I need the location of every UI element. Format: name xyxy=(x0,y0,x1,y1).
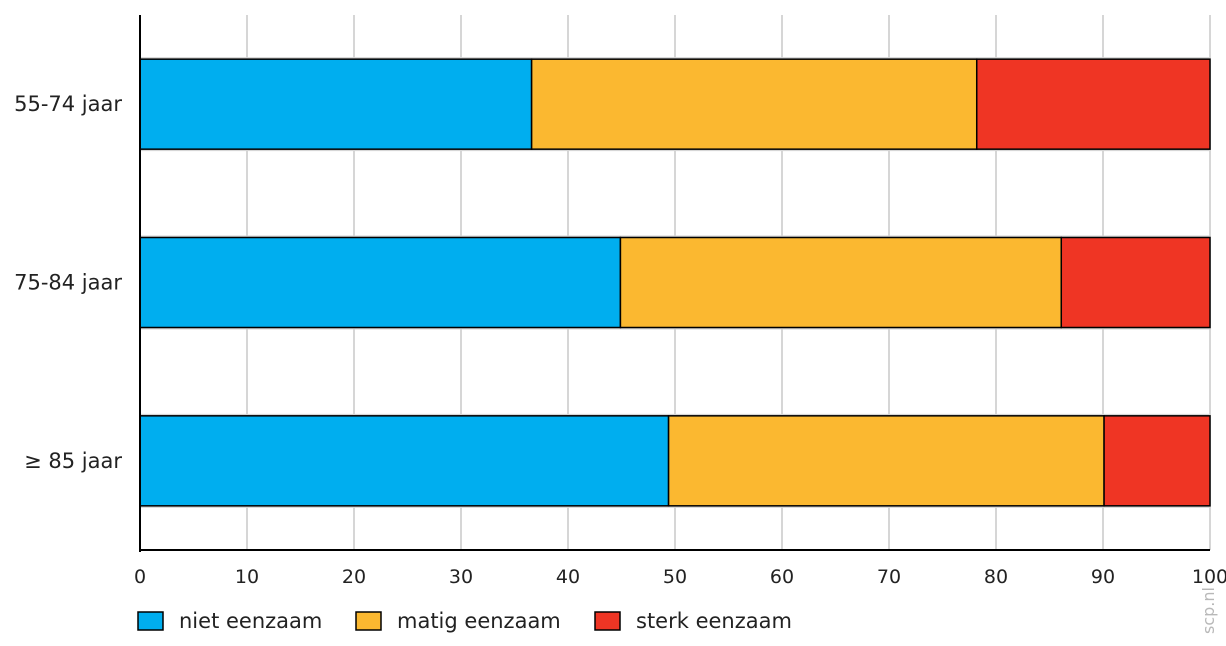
bar-2-2 xyxy=(1103,415,1211,507)
legend: niet eenzaam matig eenzaam sterk eenzaam xyxy=(137,609,792,633)
legend-label-1: matig eenzaam xyxy=(397,609,561,633)
bar-1-0 xyxy=(139,236,622,329)
category-labels: 55-74 jaar 75-84 jaar ≥ 85 jaar xyxy=(14,92,122,473)
legend-label-2: sterk eenzaam xyxy=(636,609,792,633)
x-tick-label-50: 50 xyxy=(663,566,687,588)
category-label-0: 55-74 jaar xyxy=(14,92,122,116)
bar-0-2 xyxy=(975,58,1211,150)
x-tick-label-40: 40 xyxy=(556,566,580,588)
bar-2-1 xyxy=(667,415,1105,507)
axes xyxy=(139,15,1210,552)
bar-0-0 xyxy=(139,58,533,150)
x-tick-labels: 0 10 20 30 40 50 60 70 80 90 100 xyxy=(134,566,1226,588)
x-tick-label-30: 30 xyxy=(449,566,473,588)
x-tick-label-90: 90 xyxy=(1091,566,1115,588)
x-tick-label-0: 0 xyxy=(134,566,146,588)
legend-label-0: niet eenzaam xyxy=(179,609,322,633)
watermark: scp.nl xyxy=(1199,587,1218,634)
category-label-2: ≥ 85 jaar xyxy=(24,449,122,473)
bar-1-1 xyxy=(619,236,1063,329)
category-label-1: 75-84 jaar xyxy=(14,271,122,295)
legend-swatch-2 xyxy=(594,611,621,631)
bar-2-0 xyxy=(139,415,670,507)
bar-0-1 xyxy=(530,58,978,150)
x-tick-label-20: 20 xyxy=(342,566,366,588)
x-tick-label-80: 80 xyxy=(984,566,1008,588)
x-tick-label-70: 70 xyxy=(877,566,901,588)
x-tick-label-100: 100 xyxy=(1192,566,1226,588)
bar-1-2 xyxy=(1060,236,1211,329)
x-tick-label-10: 10 xyxy=(235,566,259,588)
bars xyxy=(139,58,1211,507)
x-tick-label-60: 60 xyxy=(770,566,794,588)
legend-swatch-0 xyxy=(137,611,164,631)
legend-swatch-1 xyxy=(355,611,382,631)
